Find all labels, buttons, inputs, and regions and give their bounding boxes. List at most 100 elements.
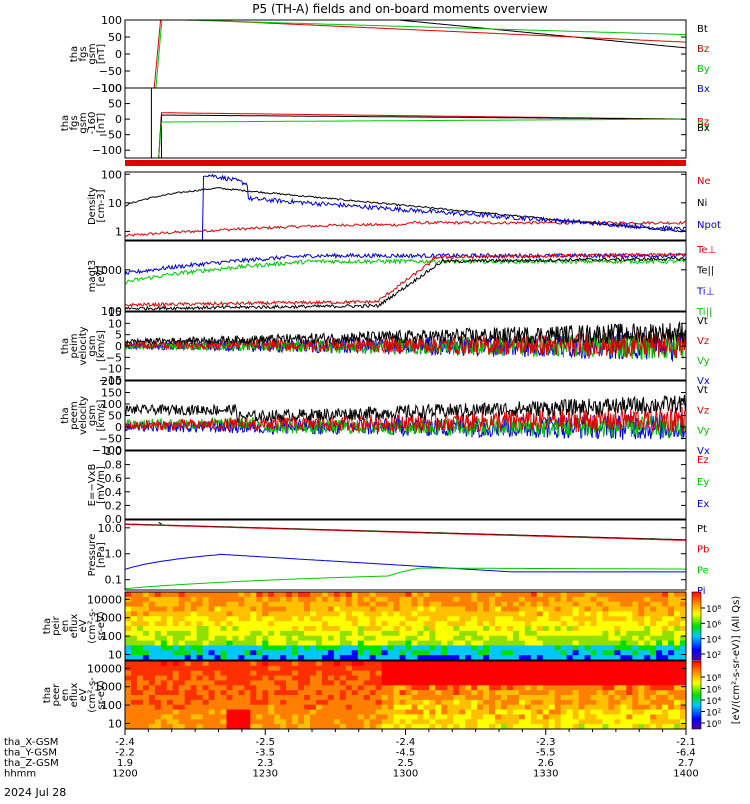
spectrogram-cell xyxy=(572,695,580,701)
spectrogram-cell xyxy=(465,695,472,701)
spectrogram-cell xyxy=(256,695,263,701)
spectrogram-cell xyxy=(447,704,454,711)
spectrogram-cell xyxy=(608,596,615,603)
spectrogram-cell xyxy=(226,685,234,691)
spectrogram-cell xyxy=(172,661,180,667)
spectrogram-cell xyxy=(530,724,538,729)
spectrogram-cell xyxy=(423,680,430,686)
panel-6: 200150100500−50−100thapeemvelocitygsm[km… xyxy=(60,375,710,457)
spectrogram-cell xyxy=(674,690,681,696)
spectrogram-cell xyxy=(554,704,562,711)
spectrogram-cell xyxy=(375,621,383,627)
spectrogram-cell xyxy=(435,640,442,647)
time-axis-row-label: tha_Z-GSM xyxy=(4,758,59,769)
spectrogram-cell xyxy=(590,724,598,729)
spectrogram-cell xyxy=(680,655,686,660)
spectrogram-cell xyxy=(411,630,419,637)
panel-4-traces xyxy=(125,252,686,311)
spectrogram-cell xyxy=(584,645,592,651)
spectrogram-cell xyxy=(608,724,615,729)
spectrogram-cell xyxy=(363,650,371,656)
spectrogram-cell xyxy=(584,601,592,608)
spectrogram-cell xyxy=(304,719,311,725)
spectrogram-cell xyxy=(280,714,287,720)
spectrogram-cell xyxy=(608,690,615,696)
spectrogram-cell xyxy=(381,714,389,720)
spectrogram-cell xyxy=(387,709,395,716)
spectrogram-cell xyxy=(650,719,657,725)
spectrogram-cell xyxy=(477,704,484,711)
spectrogram-cell xyxy=(453,665,460,672)
spectrogram-cell xyxy=(620,680,627,686)
spectrogram-cell xyxy=(286,655,293,660)
spectrogram-cell xyxy=(483,714,490,720)
spectrogram-cell xyxy=(453,719,460,725)
spectrogram-cell xyxy=(495,650,502,656)
spectrogram-cell xyxy=(136,704,144,711)
spectrogram-cell xyxy=(399,704,407,711)
y-tick-label: 1000 xyxy=(94,612,122,625)
spectrogram-cell xyxy=(662,665,669,672)
spectrogram-cell xyxy=(232,685,239,691)
spectrogram-cell xyxy=(202,685,210,691)
spectrogram-cell xyxy=(656,616,663,622)
spectrogram-cell xyxy=(256,690,263,696)
spectrogram-cell xyxy=(286,606,293,613)
spectrogram-cell xyxy=(536,680,544,686)
spectrogram-cell xyxy=(429,719,436,725)
spectrogram-cell xyxy=(393,690,401,696)
spectrogram-cell xyxy=(172,670,180,677)
spectrogram-cell xyxy=(644,650,651,656)
spectrogram-cell xyxy=(602,592,610,598)
spectrogram-cell xyxy=(154,630,162,637)
spectrogram-cell xyxy=(560,661,568,667)
colorbar-tick-label: 10⁶ xyxy=(706,686,721,696)
spectrogram-cell xyxy=(166,596,174,603)
spectrogram-cell xyxy=(614,704,621,711)
time-axis-value: -2.4 xyxy=(115,737,135,748)
spectrogram-cell xyxy=(375,655,383,660)
y-axis-label: peir xyxy=(51,615,62,635)
spectrogram-cell xyxy=(602,675,610,682)
spectrogram-cell xyxy=(357,661,365,667)
spectrogram-cell xyxy=(596,616,604,622)
spectrogram-cell xyxy=(232,690,239,696)
trace-Ti-perp xyxy=(125,252,686,276)
spectrogram-cell xyxy=(500,680,508,686)
spectrogram-cell xyxy=(142,592,150,598)
spectrogram-cell xyxy=(220,724,228,729)
spectrogram-cell xyxy=(495,635,502,642)
spectrogram-cell xyxy=(578,665,586,672)
spectrogram-cell xyxy=(650,724,657,729)
spectrogram-cell xyxy=(387,611,395,617)
spectrogram-cell xyxy=(148,719,156,725)
spectrogram-cell xyxy=(148,699,156,706)
y-axis-label: eflux xyxy=(69,614,80,639)
spectrogram-cell xyxy=(190,675,198,682)
spectrogram-cell xyxy=(530,680,538,686)
spectrogram-cell xyxy=(333,650,341,656)
spectrogram-cell xyxy=(286,714,293,720)
spectrogram-cell xyxy=(142,661,150,667)
spectrogram-cell xyxy=(632,630,639,637)
spectrogram-cell xyxy=(399,661,407,667)
spectrogram-cell xyxy=(405,685,413,691)
spectrogram-cell xyxy=(554,601,562,608)
spectrogram-cell xyxy=(662,714,669,720)
spectrogram-cell xyxy=(626,685,633,691)
spectrogram-cell xyxy=(620,655,627,660)
spectrogram-cell xyxy=(500,675,508,682)
spectrogram-cell xyxy=(500,650,508,656)
spectrogram-cell xyxy=(429,596,436,603)
spectrogram-cell xyxy=(268,621,275,627)
spectrogram-cell xyxy=(190,690,198,696)
y-axis-label: gsm xyxy=(87,43,98,64)
spectrogram-cell xyxy=(596,661,604,667)
spectrogram-cell xyxy=(435,675,442,682)
spectrogram-cell xyxy=(172,704,180,711)
spectrogram-cell xyxy=(536,635,544,642)
spectrogram-cell xyxy=(232,695,239,701)
spectrogram-cell xyxy=(506,719,514,725)
spectrogram-cell xyxy=(190,695,198,701)
trace-Ni xyxy=(125,187,686,233)
